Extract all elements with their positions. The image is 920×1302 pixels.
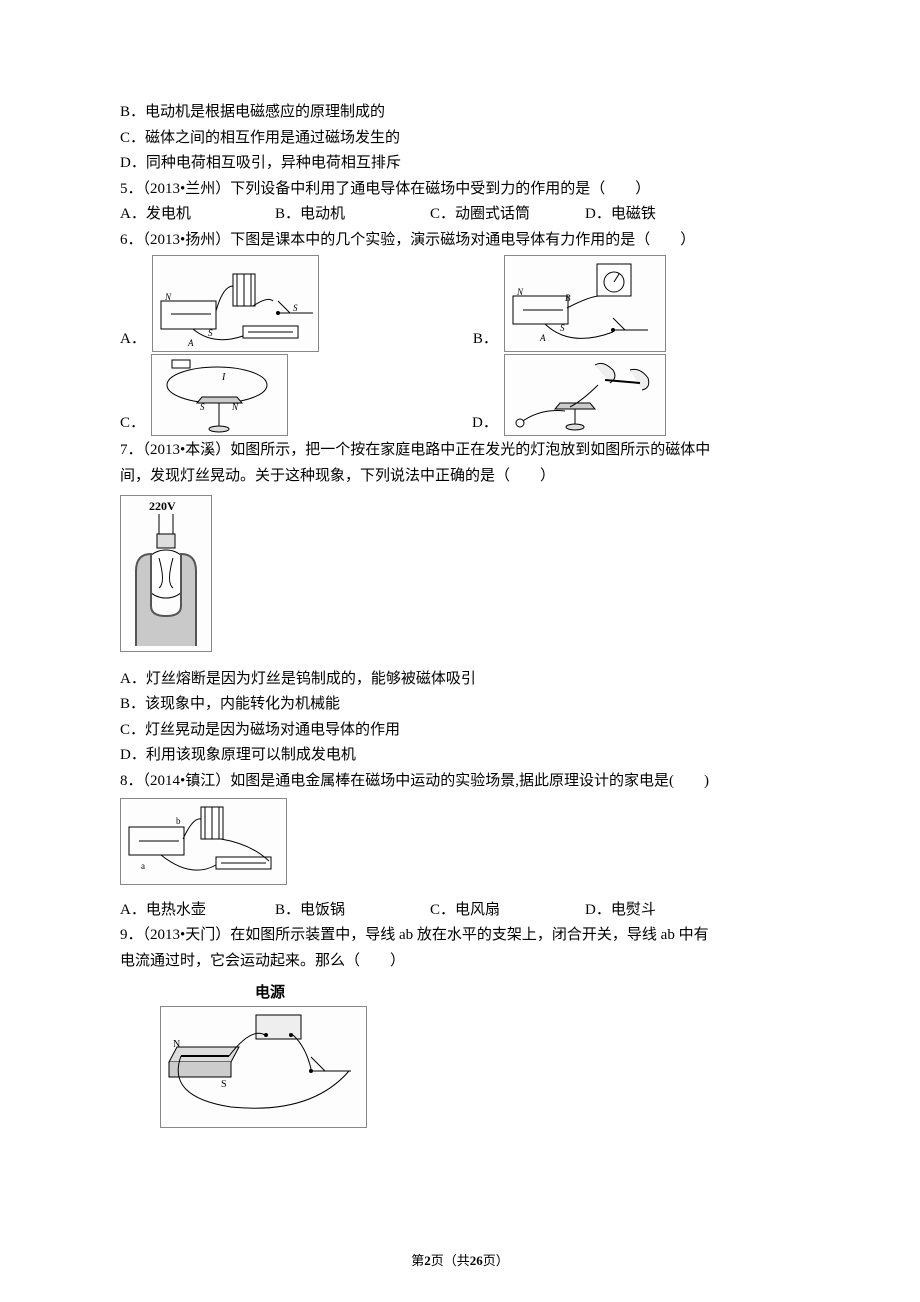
page-footer: 第2页（共26页）	[0, 1250, 920, 1272]
q7-figure-box: 220V	[120, 495, 800, 661]
q8-stem: 8．（2014•镇江）如图是通电金属棒在磁场中运动的实验场景,据此原理设计的家电…	[120, 769, 800, 795]
q5-choice-b: B．电动机	[275, 202, 430, 228]
q8-choices: A．电热水壶 B．电饭锅 C．电风扇 D．电熨斗	[120, 898, 800, 924]
q8-choice-b: B．电饭锅	[275, 898, 430, 924]
q9-stem-line2: 电流通过时，它会运动起来。那么（ ）	[120, 949, 800, 975]
q6-fig-c-box: C． I S N	[120, 354, 288, 436]
q9-stem-line1: 9．（2013•天门）在如图所示装置中，导线 ab 放在水平的支架上，闭合开关，…	[120, 923, 800, 949]
q8-figure-box: b a	[120, 798, 800, 894]
diagram-icon: N S A S	[153, 256, 318, 351]
svg-text:b: b	[176, 816, 181, 826]
q7-option-a: A．灯丝熔断是因为灯丝是钨制成的，能够被磁体吸引	[120, 667, 800, 693]
q6-figure-d	[504, 354, 666, 436]
svg-text:N: N	[164, 292, 172, 302]
q7-stem-line2: 间，发现灯丝晃动。关于这种现象，下列说法中正确的是（ ）	[120, 464, 800, 490]
footer-total: 26	[470, 1253, 483, 1268]
q6-figure-b: N S B A	[504, 255, 666, 352]
q6-fig-d-box: D．	[472, 354, 666, 436]
svg-text:A: A	[187, 338, 194, 348]
footer-suffix: 页）	[483, 1253, 509, 1268]
exam-page: B．电动机是根据电磁感应的原理制成的 C．磁体之间的相互作用是通过磁场发生的 D…	[0, 0, 920, 1302]
svg-text:B: B	[565, 293, 571, 303]
q9-figure: N S	[160, 1006, 367, 1128]
q6-label-d: D．	[472, 411, 498, 437]
svg-text:N: N	[231, 402, 239, 412]
diagram-icon: I S N	[152, 355, 287, 435]
svg-text:N: N	[516, 287, 524, 297]
q5-stem: 5．（2013•兰州）下列设备中利用了通电导体在磁场中受到力的作用的是（ ）	[120, 177, 800, 203]
svg-text:S: S	[221, 1079, 227, 1090]
diagram-icon: N S B A	[505, 256, 665, 351]
diagram-icon	[505, 355, 665, 435]
diagram-icon: N S	[161, 1007, 366, 1127]
q6-row-1: A． N S A S	[120, 255, 800, 352]
q6-fig-a-box: A． N S A S	[120, 255, 319, 352]
q8-choice-a: A．电热水壶	[120, 898, 275, 924]
q6-figure-a: N S A S	[152, 255, 319, 352]
q6-stem: 6．（2013•扬州）下图是课本中的几个实验，演示磁场对通电导体有力作用的是（ …	[120, 228, 800, 254]
svg-text:S: S	[200, 402, 205, 412]
q6-label-c: C．	[120, 411, 145, 437]
svg-text:a: a	[141, 861, 145, 871]
svg-text:S: S	[293, 303, 298, 313]
diagram-icon: b a	[121, 799, 286, 884]
q5-choice-d: D．电磁铁	[585, 202, 740, 228]
q4-option-c: C．磁体之间的相互作用是通过磁场发生的	[120, 126, 800, 152]
q4-option-d: D．同种电荷相互吸引，异种电荷相互排斥	[120, 151, 800, 177]
q7-stem-line1: 7．（2013•本溪）如图所示，把一个按在家庭电路中正在发光的灯泡放到如图所示的…	[120, 438, 800, 464]
q8-choice-c: C．电风扇	[430, 898, 585, 924]
q9-figure-box: 电源 N S	[160, 980, 800, 1136]
q9-fig-label: 电源	[255, 980, 800, 1006]
q6-fig-b-box: B． N S B A	[473, 255, 666, 352]
label-220v: 220V	[149, 499, 176, 513]
q7-option-c: C．灯丝晃动是因为磁场对通电导体的作用	[120, 718, 800, 744]
q5-choices: A．发电机 B．电动机 C．动圈式话筒 D．电磁铁	[120, 202, 800, 228]
footer-prefix: 第	[411, 1253, 424, 1268]
q4-option-b: B．电动机是根据电磁感应的原理制成的	[120, 100, 800, 126]
footer-mid: 页（共	[431, 1253, 470, 1268]
q6-row-2: C． I S N D．	[120, 354, 800, 436]
bulb-magnet-icon: 220V	[121, 496, 211, 651]
q7-option-d: D．利用该现象原理可以制成发电机	[120, 743, 800, 769]
q5-choice-c: C．动圈式话筒	[430, 202, 585, 228]
svg-text:S: S	[560, 323, 565, 333]
svg-text:S: S	[208, 328, 213, 338]
q6-label-a: A．	[120, 327, 146, 353]
q6-label-b: B．	[473, 327, 498, 353]
svg-text:I: I	[221, 372, 226, 383]
q7-figure: 220V	[120, 495, 212, 652]
q6-figure-c: I S N	[151, 354, 288, 436]
q7-option-b: B．该现象中，内能转化为机械能	[120, 692, 800, 718]
q8-choice-d: D．电熨斗	[585, 898, 740, 924]
q5-choice-a: A．发电机	[120, 202, 275, 228]
q8-figure: b a	[120, 798, 287, 885]
svg-text:N: N	[173, 1039, 180, 1050]
svg-text:A: A	[539, 333, 546, 343]
